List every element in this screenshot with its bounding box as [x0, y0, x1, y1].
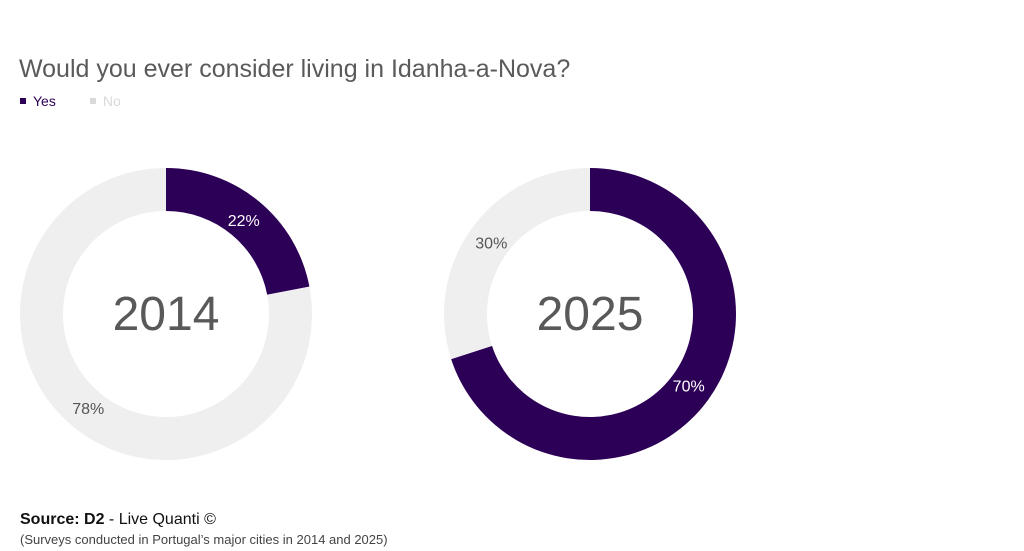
legend-swatch-yes — [20, 98, 26, 104]
legend-label-yes: Yes — [33, 93, 56, 109]
source-line: Source: D2 - Live Quanti © — [20, 511, 216, 529]
legend-swatch-no — [89, 98, 96, 104]
source-rest: - Live Quanti © — [104, 511, 216, 528]
chart-title: Would you ever consider living in Idanha… — [19, 55, 571, 83]
donut-2014-slice-no — [20, 168, 313, 461]
donut-center-label-2014: 2014 — [113, 288, 220, 341]
donut-center-label-2025: 2025 — [537, 288, 644, 341]
legend-item-yes: Yes — [20, 93, 56, 109]
donut-2025-label-yes: 70% — [673, 379, 705, 396]
legend-label-no: No — [102, 93, 121, 109]
donut-2014-slice-yes — [166, 168, 310, 295]
donut-2014-label-no: 78% — [72, 401, 104, 418]
legend-item-no: No — [89, 93, 121, 109]
donut-2025-slice-no — [443, 168, 590, 360]
legend: Yes No — [20, 93, 121, 109]
source-bold: Source: D2 — [20, 511, 105, 528]
source-note: (Surveys conducted in Portugal’s major c… — [20, 532, 388, 547]
donut-2025-label-no: 30% — [475, 235, 507, 252]
donut-2025-slice-yes — [451, 168, 736, 460]
donut-2014-label-yes: 22% — [228, 213, 260, 230]
